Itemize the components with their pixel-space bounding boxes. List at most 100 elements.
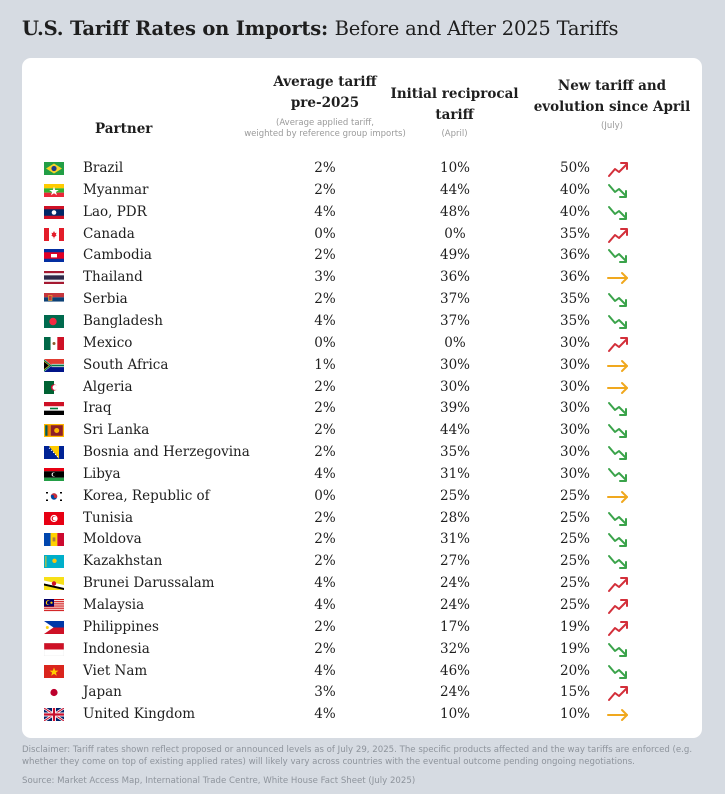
new-tariff-value: 25% — [559, 487, 590, 504]
table-row: Mexico 0% 0% 30% — [22, 333, 702, 355]
trend-down-arrow-icon — [608, 642, 627, 657]
header-avg-line2: pre-2025 — [290, 95, 360, 111]
trend-down-arrow-icon — [608, 314, 627, 329]
initial-tariff-value: 0% — [444, 225, 466, 242]
header-new: New tariff and evolution since April (Ju… — [527, 76, 697, 132]
table-row: Viet Nam 4% 46% 20% — [22, 661, 702, 683]
avg-tariff-value: 2% — [314, 553, 336, 570]
partner-name: Brunei Darussalam — [83, 575, 215, 592]
avg-tariff-value: 2% — [314, 160, 336, 176]
source-note: Source: Market Access Map, International… — [22, 776, 416, 786]
avg-tariff-value: 2% — [314, 509, 336, 526]
trend-up-arrow-icon — [608, 162, 628, 177]
initial-tariff-value: 48% — [439, 203, 470, 220]
trend-flat-arrow-icon — [607, 272, 628, 285]
trend-down-arrow-icon — [608, 446, 627, 461]
trend-up-arrow-icon — [608, 577, 628, 593]
avg-tariff-value: 4% — [314, 312, 336, 329]
new-tariff-value: 25% — [559, 575, 590, 592]
avg-tariff-value: 2% — [314, 444, 336, 461]
initial-tariff-value: 24% — [439, 684, 470, 701]
moldova-flag-icon — [44, 533, 64, 547]
avg-tariff-value: 4% — [314, 203, 336, 220]
avg-tariff-value: 1% — [314, 356, 336, 373]
initial-tariff-value: 28% — [439, 509, 470, 526]
table-row: Cambodia 2% 49% 36% — [22, 245, 702, 267]
trend-down-arrow-icon — [608, 293, 627, 308]
header-init-sub: (April) — [441, 129, 468, 139]
partner-name: Lao, PDR — [83, 203, 147, 220]
new-tariff-value: 30% — [559, 356, 590, 373]
avg-tariff-value: 2% — [314, 422, 336, 439]
new-tariff-value: 30% — [559, 465, 590, 482]
table-row: Indonesia 2% 32% 19% — [22, 639, 702, 661]
partner-name: Thailand — [83, 269, 143, 286]
partner-name: Sri Lanka — [83, 422, 150, 439]
table-card: Partner Average tariff pre-2025 (Average… — [22, 58, 702, 738]
header-avg-sub1: (Average applied tariff, — [276, 118, 374, 128]
brunei-flag-icon — [44, 577, 64, 591]
initial-tariff-value: 31% — [439, 465, 470, 482]
avg-tariff-value: 4% — [314, 597, 336, 613]
kazakhstan-flag-icon — [44, 555, 64, 569]
partner-name: Iraq — [83, 400, 112, 417]
avg-tariff-value: 2% — [314, 181, 336, 198]
serbia-flag-icon — [44, 293, 64, 307]
new-tariff-value: 30% — [559, 400, 590, 417]
trend-down-arrow-icon — [608, 664, 627, 679]
partner-name: Canada — [83, 225, 135, 242]
initial-tariff-value: 10% — [439, 706, 470, 723]
avg-tariff-value: 2% — [314, 291, 336, 308]
new-tariff-value: 10% — [559, 706, 590, 723]
trend-down-arrow-icon — [608, 467, 627, 482]
avg-tariff-value: 2% — [314, 640, 336, 657]
initial-tariff-value: 25% — [439, 487, 470, 504]
trend-up-arrow-icon — [608, 227, 628, 243]
title-light: Before and After 2025 Tariffs — [334, 17, 619, 40]
trend-down-arrow-icon — [608, 424, 627, 439]
initial-tariff-value: 37% — [439, 312, 470, 329]
initial-tariff-value: 27% — [439, 553, 470, 570]
initial-tariff-value: 10% — [439, 160, 470, 176]
header-new-sub: (July) — [601, 121, 623, 131]
title-bold: U.S. Tariff Rates on Imports: — [22, 17, 328, 40]
uk-flag-icon — [44, 708, 64, 722]
partner-name: Bosnia and Herzegovina — [83, 444, 250, 461]
table-row: Serbia 2% 37% 35% — [22, 289, 702, 311]
new-tariff-value: 35% — [559, 291, 590, 308]
table-row: Brunei Darussalam 4% 24% 25% — [22, 573, 702, 595]
new-tariff-value: 36% — [559, 269, 590, 286]
new-tariff-value: 25% — [559, 553, 590, 570]
partner-name: United Kingdom — [83, 706, 196, 723]
partner-name: Korea, Republic of — [83, 487, 210, 504]
header-avg-sub: (Average applied tariff, weighted by refe… — [225, 118, 425, 140]
table-row: Korea, Republic of 0% 25% 25% — [22, 486, 702, 508]
new-tariff-value: 35% — [559, 225, 590, 242]
header-init-line1: Initial reciprocal — [390, 86, 519, 102]
table-row: Canada 0% 0% 35% — [22, 224, 702, 246]
table-row: Moldova 2% 31% 25% — [22, 529, 702, 551]
initial-tariff-value: 30% — [439, 356, 470, 373]
trend-down-arrow-icon — [608, 533, 627, 548]
trend-flat-arrow-icon — [607, 709, 628, 722]
initial-tariff-value: 39% — [439, 400, 470, 417]
avg-tariff-value: 4% — [314, 575, 336, 592]
initial-tariff-value: 36% — [439, 269, 470, 286]
avg-tariff-value: 4% — [314, 465, 336, 482]
initial-tariff-value: 0% — [444, 334, 466, 351]
iraq-flag-icon — [44, 402, 64, 416]
trend-down-arrow-icon — [608, 402, 627, 417]
bosnia-flag-icon — [44, 446, 64, 460]
malaysia-flag-icon — [44, 599, 64, 612]
initial-tariff-value: 24% — [439, 597, 470, 613]
trend-flat-arrow-icon — [607, 490, 628, 503]
trend-down-arrow-icon — [608, 555, 627, 570]
avg-tariff-value: 2% — [314, 531, 336, 548]
header-new-line1: New tariff and — [557, 78, 667, 94]
chart-title: U.S. Tariff Rates on Imports: Before and… — [22, 17, 619, 40]
thailand-flag-icon — [44, 271, 64, 285]
initial-tariff-value: 32% — [439, 640, 470, 657]
algeria-flag-icon — [44, 380, 64, 394]
new-tariff-value: 15% — [559, 684, 590, 701]
partner-name: Moldova — [83, 531, 142, 548]
